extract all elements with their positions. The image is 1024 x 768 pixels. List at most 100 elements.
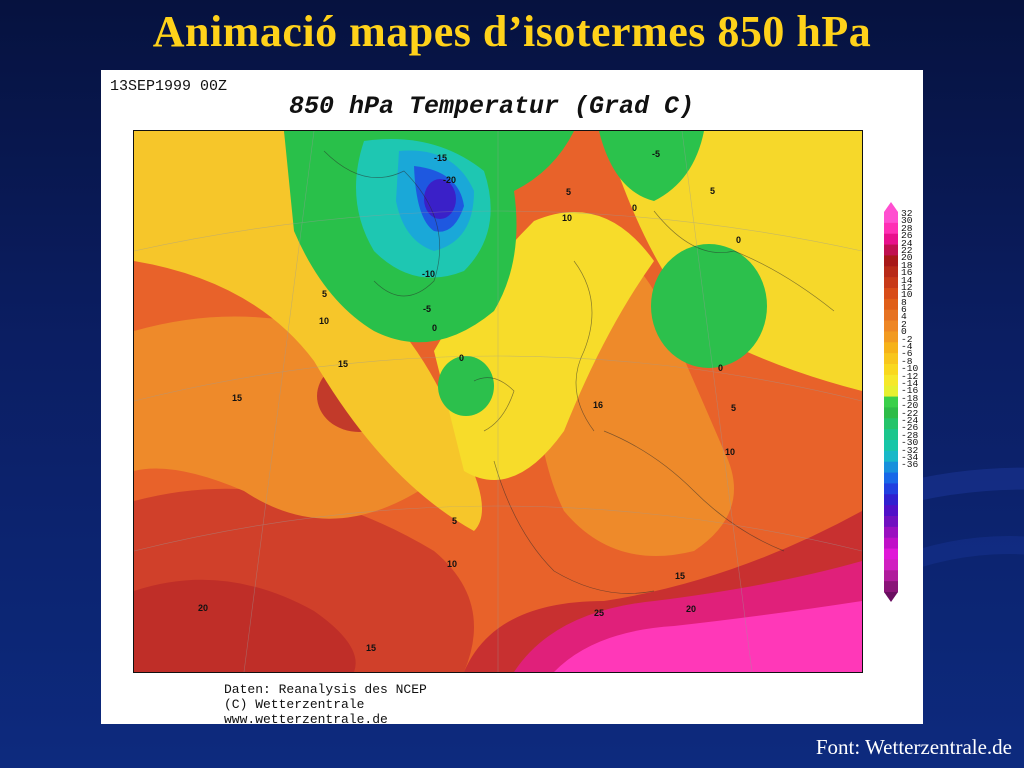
contour-label: -15 <box>434 153 447 163</box>
contour-label: 5 <box>322 289 327 299</box>
legend-label: 10 <box>901 289 913 301</box>
pink-region-south <box>554 601 862 672</box>
legend-swatch <box>884 494 898 506</box>
legend-label: -10 <box>901 363 919 375</box>
legend-swatch <box>884 266 898 278</box>
violet-cold-core <box>424 179 456 219</box>
legend-swatch <box>884 374 898 387</box>
legend-swatch <box>884 461 898 473</box>
contour-label: 0 <box>632 203 637 213</box>
legend-swatch <box>884 429 898 441</box>
legend-swatch <box>884 407 898 419</box>
legend-swatch <box>884 450 898 463</box>
legend-swatch <box>884 277 898 289</box>
contour-label-layer: -15 -5 -20 10 5 -10 -5 0 5 0 0 0 5 10 15… <box>198 149 741 653</box>
legend-swatch <box>884 505 898 517</box>
contour-label: 0 <box>432 323 437 333</box>
legend-label: -18 <box>901 392 919 404</box>
legend-swatch <box>884 570 898 582</box>
contour-label: 15 <box>232 393 242 403</box>
legend-label: -2 <box>901 333 913 345</box>
legend-label: -22 <box>901 407 919 419</box>
coastline-sketch <box>323 150 835 594</box>
map-timestamp: 13SEP1999 00Z <box>110 78 228 95</box>
legend-label: 18 <box>901 259 913 271</box>
contour-label: 10 <box>319 316 329 326</box>
legend-swatch <box>884 353 898 365</box>
legend-swatch <box>884 548 898 560</box>
darkred-region-southwest <box>134 579 356 672</box>
legend-top-arrow <box>884 202 898 212</box>
map-credits: Daten: Reanalysis des NCEP (C) Wetterzen… <box>224 682 427 727</box>
legend-swatch <box>884 309 898 321</box>
yellow-band-north <box>134 131 482 531</box>
legend-label: -36 <box>901 459 919 471</box>
map-panel: 13SEP1999 00Z 850 hPa Temperatur (Grad C… <box>101 70 923 727</box>
legend-label: -24 <box>901 414 919 426</box>
legend-label: 30 <box>901 215 913 227</box>
legend-label: 8 <box>901 296 907 308</box>
legend-swatch <box>884 364 898 376</box>
legend-swatch <box>884 255 898 267</box>
legend-label: 2 <box>901 318 907 330</box>
legend-label: -4 <box>901 341 913 353</box>
legend-swatch <box>884 418 898 430</box>
legend-label: 22 <box>901 244 913 256</box>
legend-label: 4 <box>901 311 907 323</box>
legend-label: 26 <box>901 230 913 242</box>
credit-line: www.wetterzentrale.de <box>224 712 388 727</box>
cold-region-norway-sea <box>599 131 704 201</box>
legend-swatch <box>884 342 898 354</box>
legend-label: -14 <box>901 377 919 389</box>
legend-label: 24 <box>901 237 913 249</box>
legend-label: 20 <box>901 252 913 264</box>
contour-label: 5 <box>566 187 571 197</box>
legend-swatch <box>884 396 898 408</box>
legend-swatch <box>884 212 898 224</box>
credit-line: Daten: Reanalysis des NCEP <box>224 682 427 697</box>
legend-swatch <box>884 559 898 571</box>
legend-swatch <box>884 526 898 539</box>
contour-label: 20 <box>198 603 208 613</box>
legend-swatch <box>884 288 898 300</box>
legend-label: -30 <box>901 437 919 449</box>
contour-label: 15 <box>338 359 348 369</box>
legend-label: 12 <box>901 281 913 293</box>
legend-label: 6 <box>901 304 907 316</box>
source-credit: Font: Wetterzentrale.de <box>815 735 1012 759</box>
legend-label: 16 <box>901 267 913 279</box>
legend-swatch <box>884 233 898 245</box>
legend-swatch <box>884 320 898 332</box>
contour-label: 5 <box>710 186 715 196</box>
legend-label: -16 <box>901 385 919 397</box>
legend-label: -34 <box>901 451 919 463</box>
temperature-map-svg: -15 -5 -20 10 5 -10 -5 0 5 0 0 0 5 10 15… <box>134 131 862 672</box>
legend-swatch <box>884 581 898 593</box>
legend-label: -32 <box>901 444 919 456</box>
legend-swatch <box>884 222 898 235</box>
contour-label: 15 <box>675 571 685 581</box>
credit-line: (C) Wetterzentrale <box>224 697 365 712</box>
contour-label: -10 <box>422 269 435 279</box>
legend-label: -28 <box>901 429 919 441</box>
cold-region-north-atlantic <box>438 356 494 416</box>
contour-label: 0 <box>736 235 741 245</box>
lat-lon-grid <box>134 131 862 672</box>
contour-label: 20 <box>686 604 696 614</box>
map-title: 850 hPa Temperatur (Grad C) <box>289 92 695 121</box>
legend-swatch <box>884 331 898 343</box>
legend-swatch <box>884 244 898 256</box>
legend-swatch <box>884 537 898 549</box>
contour-label: -5 <box>652 149 660 159</box>
legend-swatch <box>884 472 898 484</box>
legend-swatch <box>884 385 898 397</box>
legend-bottom-arrow <box>884 592 898 602</box>
contour-label: 5 <box>731 403 736 413</box>
slide-title: Animació mapes d’isotermes 850 hPa <box>152 7 872 56</box>
legend-swatch <box>884 440 898 452</box>
legend-label: -26 <box>901 422 919 434</box>
legend-label: -12 <box>901 370 919 382</box>
contour-label: 10 <box>447 559 457 569</box>
contour-label: 5 <box>452 516 457 526</box>
contour-label: 0 <box>718 363 723 373</box>
